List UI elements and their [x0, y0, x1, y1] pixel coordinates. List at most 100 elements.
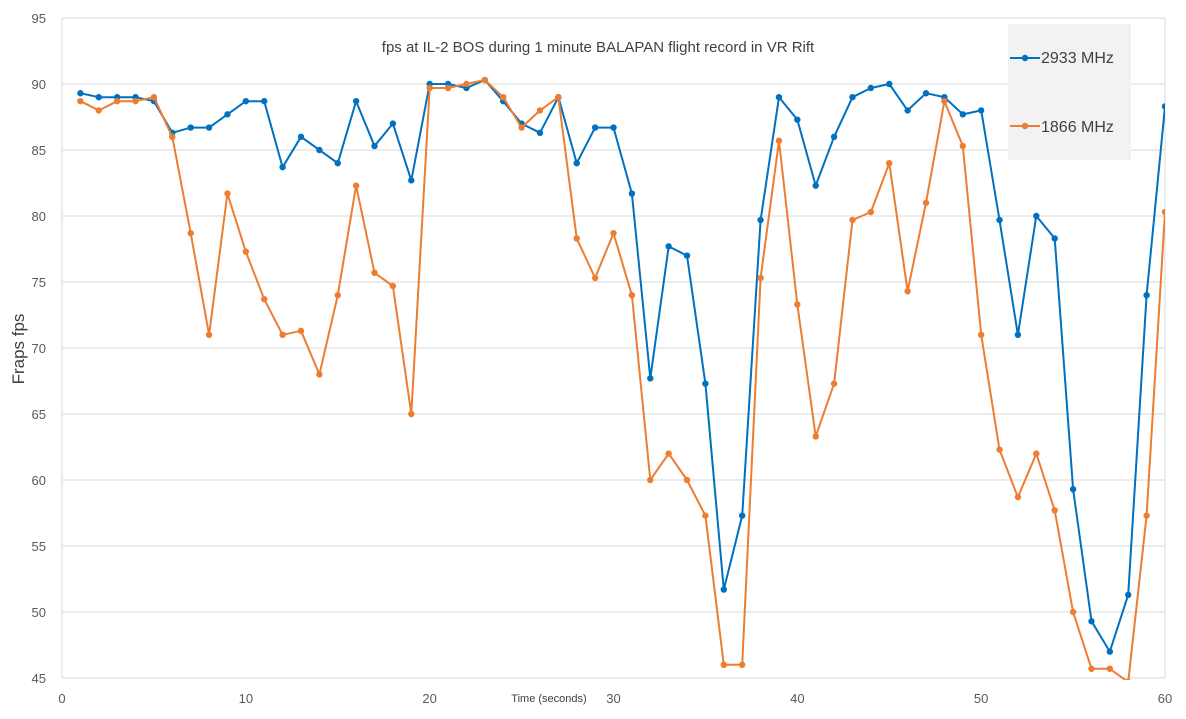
data-point-s1-59 [1143, 512, 1150, 519]
data-point-s0-39 [775, 94, 783, 101]
data-point-s0-26 [536, 129, 544, 137]
data-point-s0-57 [1106, 648, 1114, 655]
y-tick-label-45: 45 [32, 671, 46, 686]
data-point-s1-29 [591, 274, 599, 282]
data-point-s1-17 [371, 269, 378, 276]
data-point-s0-51 [996, 216, 1003, 224]
data-point-s1-30 [610, 229, 617, 237]
x-tick-label-40: 40 [790, 691, 804, 706]
data-point-s0-29 [591, 124, 599, 131]
data-point-s1-40 [794, 301, 801, 308]
data-point-s1-46 [904, 288, 911, 295]
chart-title: fps at IL-2 BOS during 1 minute BALAPAN … [382, 39, 815, 56]
data-point-s1-18 [389, 282, 397, 290]
data-point-s1-24 [500, 94, 507, 101]
data-point-s0-2 [95, 94, 102, 101]
x-tick-label-50: 50 [974, 691, 988, 706]
data-point-s1-48 [941, 97, 948, 105]
data-point-s0-50 [977, 107, 985, 114]
data-point-s1-36 [720, 661, 727, 668]
data-point-s1-35 [702, 512, 709, 519]
data-point-s1-57 [1106, 665, 1114, 672]
data-point-s1-6 [169, 133, 176, 140]
y-tick-label-75: 75 [32, 275, 46, 290]
y-tick-label-70: 70 [32, 341, 46, 356]
data-point-s1-45 [886, 160, 893, 167]
data-point-s1-1 [77, 97, 84, 105]
data-point-s1-38 [757, 274, 764, 282]
data-point-s0-35 [702, 380, 709, 387]
x-tick-label-20: 20 [422, 691, 436, 706]
data-point-s0-32 [647, 375, 654, 382]
legend-label-2933: 2933 MHz [1041, 50, 1114, 67]
data-point-s0-44 [867, 84, 875, 92]
data-point-s1-21 [444, 84, 452, 92]
data-point-s0-42 [830, 133, 838, 140]
data-point-s1-3 [113, 97, 121, 105]
data-point-s0-8 [205, 124, 213, 131]
series-line-0 [80, 79, 1165, 653]
data-point-s0-43 [849, 94, 856, 101]
data-point-s0-55 [1069, 486, 1077, 493]
data-point-s1-39 [775, 137, 783, 144]
data-point-s0-59 [1143, 292, 1150, 299]
y-tick-label-90: 90 [32, 77, 46, 92]
tick-labels: 45 50 55 60 65 70 75 80 85 90 95 0 10 20 30 40 50 60 [32, 11, 1173, 706]
data-point-s0-18 [389, 120, 397, 127]
axes [61, 18, 1166, 678]
data-point-s0-45 [886, 80, 893, 88]
data-point-s1-13 [297, 327, 305, 335]
data-point-s1-26 [536, 107, 544, 114]
data-point-s1-8 [205, 331, 213, 338]
data-point-s0-37 [738, 512, 746, 519]
data-point-s0-28 [573, 160, 580, 167]
data-point-s0-11 [261, 97, 268, 105]
data-point-s0-15 [334, 160, 341, 167]
data-point-s1-41 [812, 433, 819, 440]
data-point-s1-52 [1014, 493, 1022, 501]
y-axis-label: Fraps fps [9, 314, 28, 385]
data-point-s0-34 [683, 252, 691, 259]
data-point-s0-30 [610, 124, 617, 131]
data-point-s1-34 [683, 476, 691, 484]
data-point-s1-11 [261, 295, 268, 303]
data-point-s1-53 [1033, 450, 1040, 457]
data-point-s1-56 [1088, 665, 1095, 672]
y-tick-label-85: 85 [32, 143, 46, 158]
data-point-s1-55 [1069, 608, 1077, 616]
data-point-s0-16 [352, 97, 360, 105]
legend-marker-2933 [1021, 54, 1029, 62]
data-point-s0-41 [812, 182, 819, 189]
data-point-s0-13 [297, 133, 305, 140]
data-point-s1-9 [224, 190, 231, 197]
data-point-s0-1 [77, 90, 84, 97]
data-point-s0-56 [1088, 618, 1095, 625]
x-tick-label-60: 60 [1158, 691, 1172, 706]
data-point-s0-53 [1033, 212, 1040, 220]
y-tick-label-65: 65 [32, 407, 46, 422]
data-point-s0-60 [1161, 103, 1165, 110]
x-tick-label-10: 10 [239, 691, 253, 706]
data-point-s0-58 [1125, 591, 1132, 599]
data-point-s0-36 [720, 586, 727, 593]
data-point-s1-50 [977, 331, 985, 338]
series-line-1 [79, 79, 1165, 680]
data-point-s1-19 [408, 410, 415, 418]
data-point-s1-54 [1051, 507, 1058, 514]
data-point-s0-47 [922, 90, 930, 97]
data-point-s1-16 [352, 182, 360, 189]
data-point-s0-33 [665, 243, 672, 250]
data-point-s1-2 [95, 107, 102, 114]
legend-label-1866: 1866 MHz [1041, 119, 1114, 136]
data-point-s1-12 [279, 331, 286, 338]
data-point-s0-10 [242, 97, 250, 105]
data-point-s0-54 [1051, 235, 1058, 242]
data-point-s0-52 [1014, 331, 1022, 338]
y-tick-label-55: 55 [32, 539, 46, 554]
data-point-s1-31 [628, 292, 636, 299]
data-point-s1-27 [555, 94, 562, 101]
data-point-s1-4 [132, 97, 139, 105]
data-point-s1-51 [996, 446, 1003, 453]
data-point-s1-44 [867, 208, 875, 216]
data-point-s0-17 [371, 142, 378, 150]
